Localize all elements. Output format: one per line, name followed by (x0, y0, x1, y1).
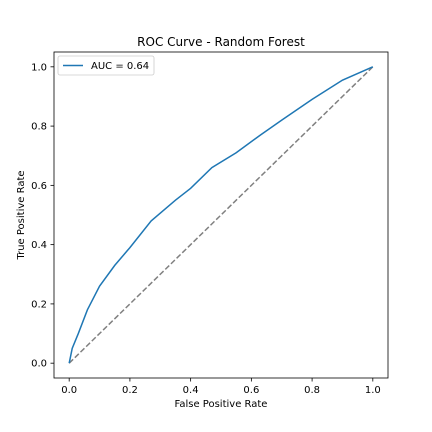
series-layer (68, 66, 374, 364)
y-tick-label: 0.8 (31, 122, 47, 133)
x-tick-label: 0.8 (304, 385, 320, 396)
legend: AUC = 0.64 (57, 55, 155, 76)
y-tick-label: 0.6 (31, 181, 47, 192)
x-tick-label: 1.0 (365, 385, 381, 396)
plot-area: 0.0 0.2 0.4 0.6 0.8 1.0 0.0 0.2 0.4 0.6 0.8 1.0 (31, 51, 389, 396)
y-tick-label: 0.0 (31, 359, 47, 370)
legend-label-auc: AUC = 0.64 (91, 61, 149, 72)
y-tick-label: 0.4 (31, 240, 47, 251)
x-axis-ticks: 0.0 0.2 0.4 0.6 0.8 1.0 (61, 378, 381, 396)
y-axis-label: True Positive Rate (16, 170, 27, 260)
x-tick-label: 0.0 (61, 385, 77, 396)
x-tick-label: 0.2 (122, 385, 138, 396)
legend-box (57, 55, 155, 76)
x-tick-label: 0.6 (243, 385, 259, 396)
y-tick-label: 0.2 (31, 299, 47, 310)
x-tick-label: 0.4 (183, 385, 199, 396)
y-tick-label: 1.0 (31, 62, 47, 73)
y-axis-ticks: 0.0 0.2 0.4 0.6 0.8 1.0 (31, 62, 54, 370)
x-axis-label: False Positive Rate (175, 399, 268, 410)
chart-title: ROC Curve - Random Forest (137, 35, 305, 49)
roc-curve-line (68, 66, 374, 364)
